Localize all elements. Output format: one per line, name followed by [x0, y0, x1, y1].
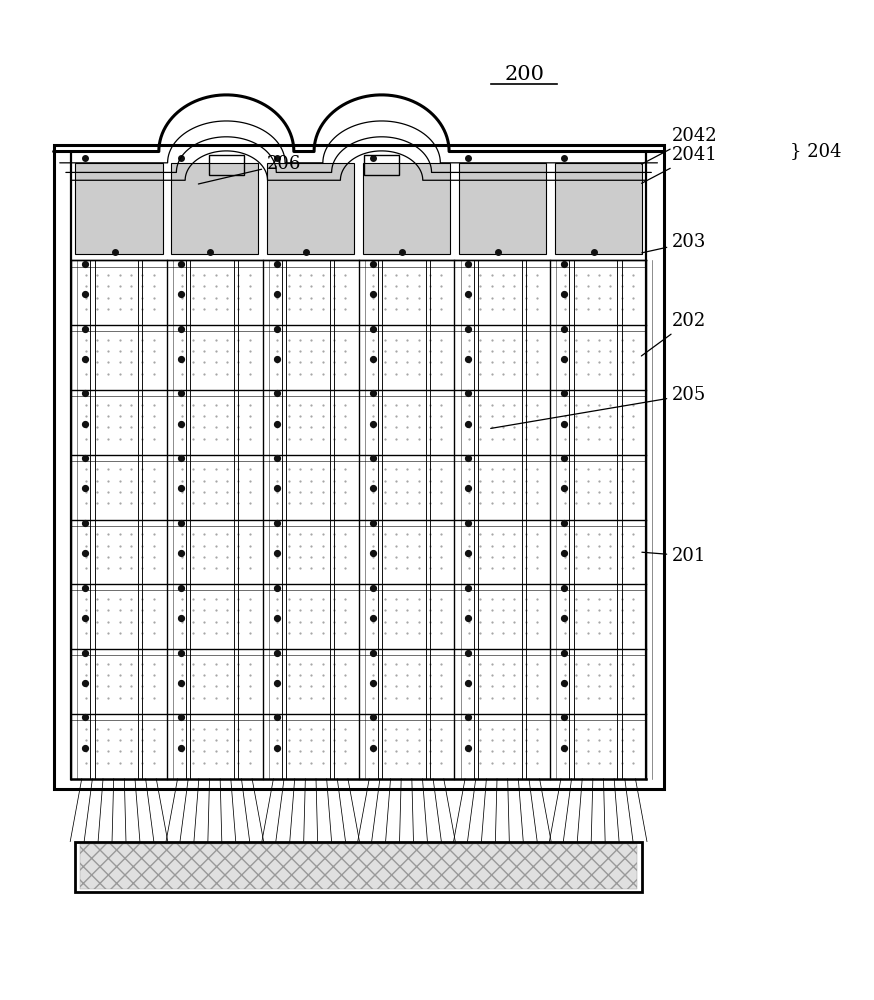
Bar: [267, 163, 354, 254]
Bar: [459, 163, 546, 254]
Bar: [80, 844, 637, 889]
Bar: [555, 163, 642, 254]
Bar: [364, 155, 399, 175]
Text: 200: 200: [504, 65, 545, 84]
Text: 206: 206: [198, 155, 302, 184]
Text: 205: 205: [490, 386, 706, 428]
Bar: [75, 163, 163, 254]
Text: 202: 202: [642, 312, 706, 356]
Bar: [75, 842, 642, 892]
Bar: [53, 145, 663, 789]
Bar: [363, 163, 450, 254]
Text: } 204: } 204: [790, 142, 842, 160]
Text: 201: 201: [642, 547, 706, 565]
Bar: [209, 155, 244, 175]
Text: 203: 203: [642, 233, 706, 253]
Bar: [80, 844, 637, 889]
Bar: [171, 163, 259, 254]
Text: 2042: 2042: [642, 127, 718, 164]
Text: 2041: 2041: [642, 146, 718, 183]
